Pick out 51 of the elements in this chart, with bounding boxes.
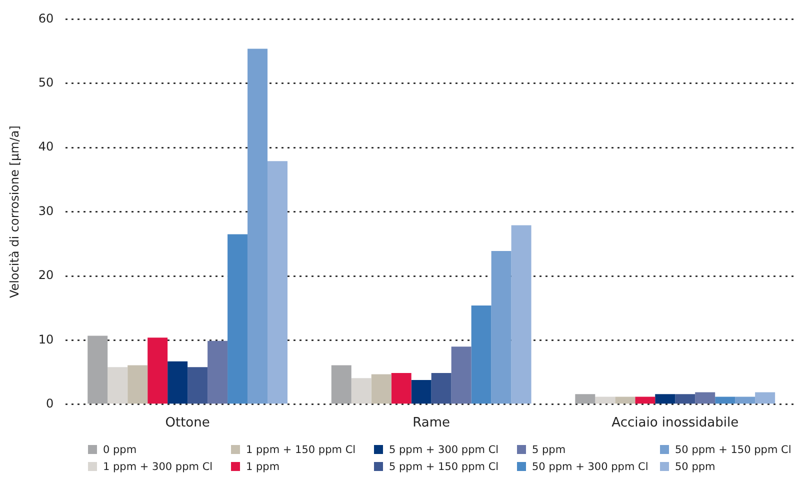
bar bbox=[695, 392, 716, 404]
y-axis-title: Velocità di corrosione [µm/a] bbox=[7, 126, 22, 298]
x-tick-label: Acciaio inossidabile bbox=[612, 416, 739, 431]
bar bbox=[331, 365, 352, 404]
bar bbox=[451, 346, 472, 404]
bar bbox=[228, 234, 248, 404]
x-tick-label: Ottone bbox=[165, 416, 210, 431]
y-tick-label: 10 bbox=[38, 332, 54, 346]
legend-label: 1 ppm + 300 ppm Cl bbox=[103, 460, 213, 472]
legend-label: 50 ppm + 300 ppm Cl bbox=[532, 460, 648, 472]
legend-label: 5 ppm bbox=[532, 444, 566, 456]
legend-label: 1 ppm bbox=[246, 460, 280, 472]
bar bbox=[248, 48, 268, 404]
legend-label: 0 ppm bbox=[103, 444, 137, 456]
legend-label: 5 ppm + 150 ppm Cl bbox=[389, 460, 499, 472]
y-tick-label: 20 bbox=[38, 268, 54, 282]
y-tick-label: 30 bbox=[38, 204, 54, 218]
bar bbox=[371, 374, 392, 404]
bar bbox=[391, 372, 412, 404]
bar bbox=[511, 225, 532, 404]
bar bbox=[491, 250, 512, 404]
bar bbox=[411, 380, 432, 404]
bar bbox=[268, 161, 288, 404]
bar bbox=[635, 396, 656, 404]
bar bbox=[655, 394, 676, 404]
bar bbox=[128, 365, 148, 404]
legend-label: 5 ppm + 300 ppm Cl bbox=[389, 444, 499, 456]
bar bbox=[575, 394, 596, 404]
x-tick-label: Rame bbox=[412, 416, 450, 431]
bar bbox=[351, 378, 372, 404]
bar bbox=[108, 367, 128, 404]
bar bbox=[595, 396, 616, 404]
y-tick-label: 40 bbox=[38, 140, 54, 154]
bar bbox=[675, 394, 696, 404]
y-tick-label: 60 bbox=[38, 11, 54, 26]
legend-label: 50 ppm bbox=[675, 460, 716, 472]
legend-label: 1 ppm + 150 ppm Cl bbox=[246, 444, 356, 456]
bar bbox=[615, 396, 636, 404]
bar bbox=[735, 396, 756, 404]
bar bbox=[471, 306, 492, 404]
bar bbox=[208, 340, 228, 404]
y-tick-label: 50 bbox=[38, 76, 54, 90]
legend-label: 50 ppm + 150 ppm Cl bbox=[675, 444, 792, 456]
bar bbox=[715, 396, 736, 404]
bar bbox=[188, 367, 208, 404]
bar bbox=[168, 361, 188, 404]
bar bbox=[148, 338, 168, 404]
y-tick-label: 0 bbox=[46, 396, 54, 411]
bar bbox=[431, 372, 452, 404]
bar bbox=[88, 336, 108, 404]
bar bbox=[755, 392, 776, 404]
